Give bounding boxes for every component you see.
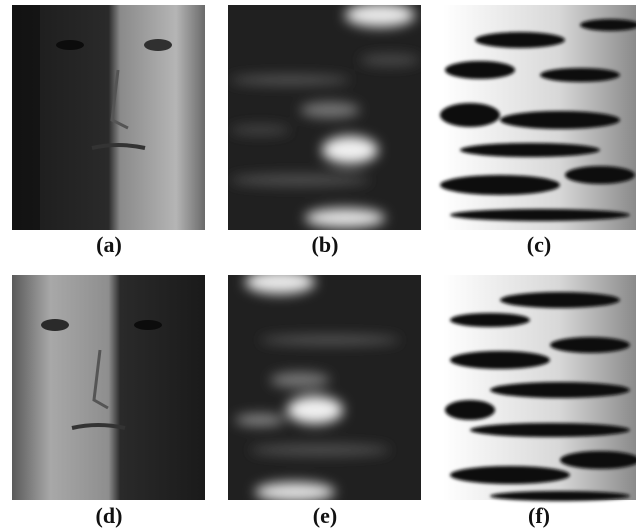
panel-label: (a) [12, 232, 206, 258]
face-image [12, 5, 205, 230]
phase-image [440, 5, 636, 230]
panel-label: (e) [228, 503, 422, 529]
panel-label: (d) [12, 503, 206, 529]
magnitude-image [228, 3, 421, 230]
panel-label: (c) [442, 232, 636, 258]
panel-label: (f) [442, 503, 636, 529]
phase-image [443, 275, 636, 501]
figure-images [0, 0, 636, 530]
panel-label: (b) [228, 232, 422, 258]
face-image [12, 275, 205, 500]
magnitude-image [228, 270, 421, 502]
figure: (a) (b) (c) (d) (e) (f) [0, 0, 636, 530]
